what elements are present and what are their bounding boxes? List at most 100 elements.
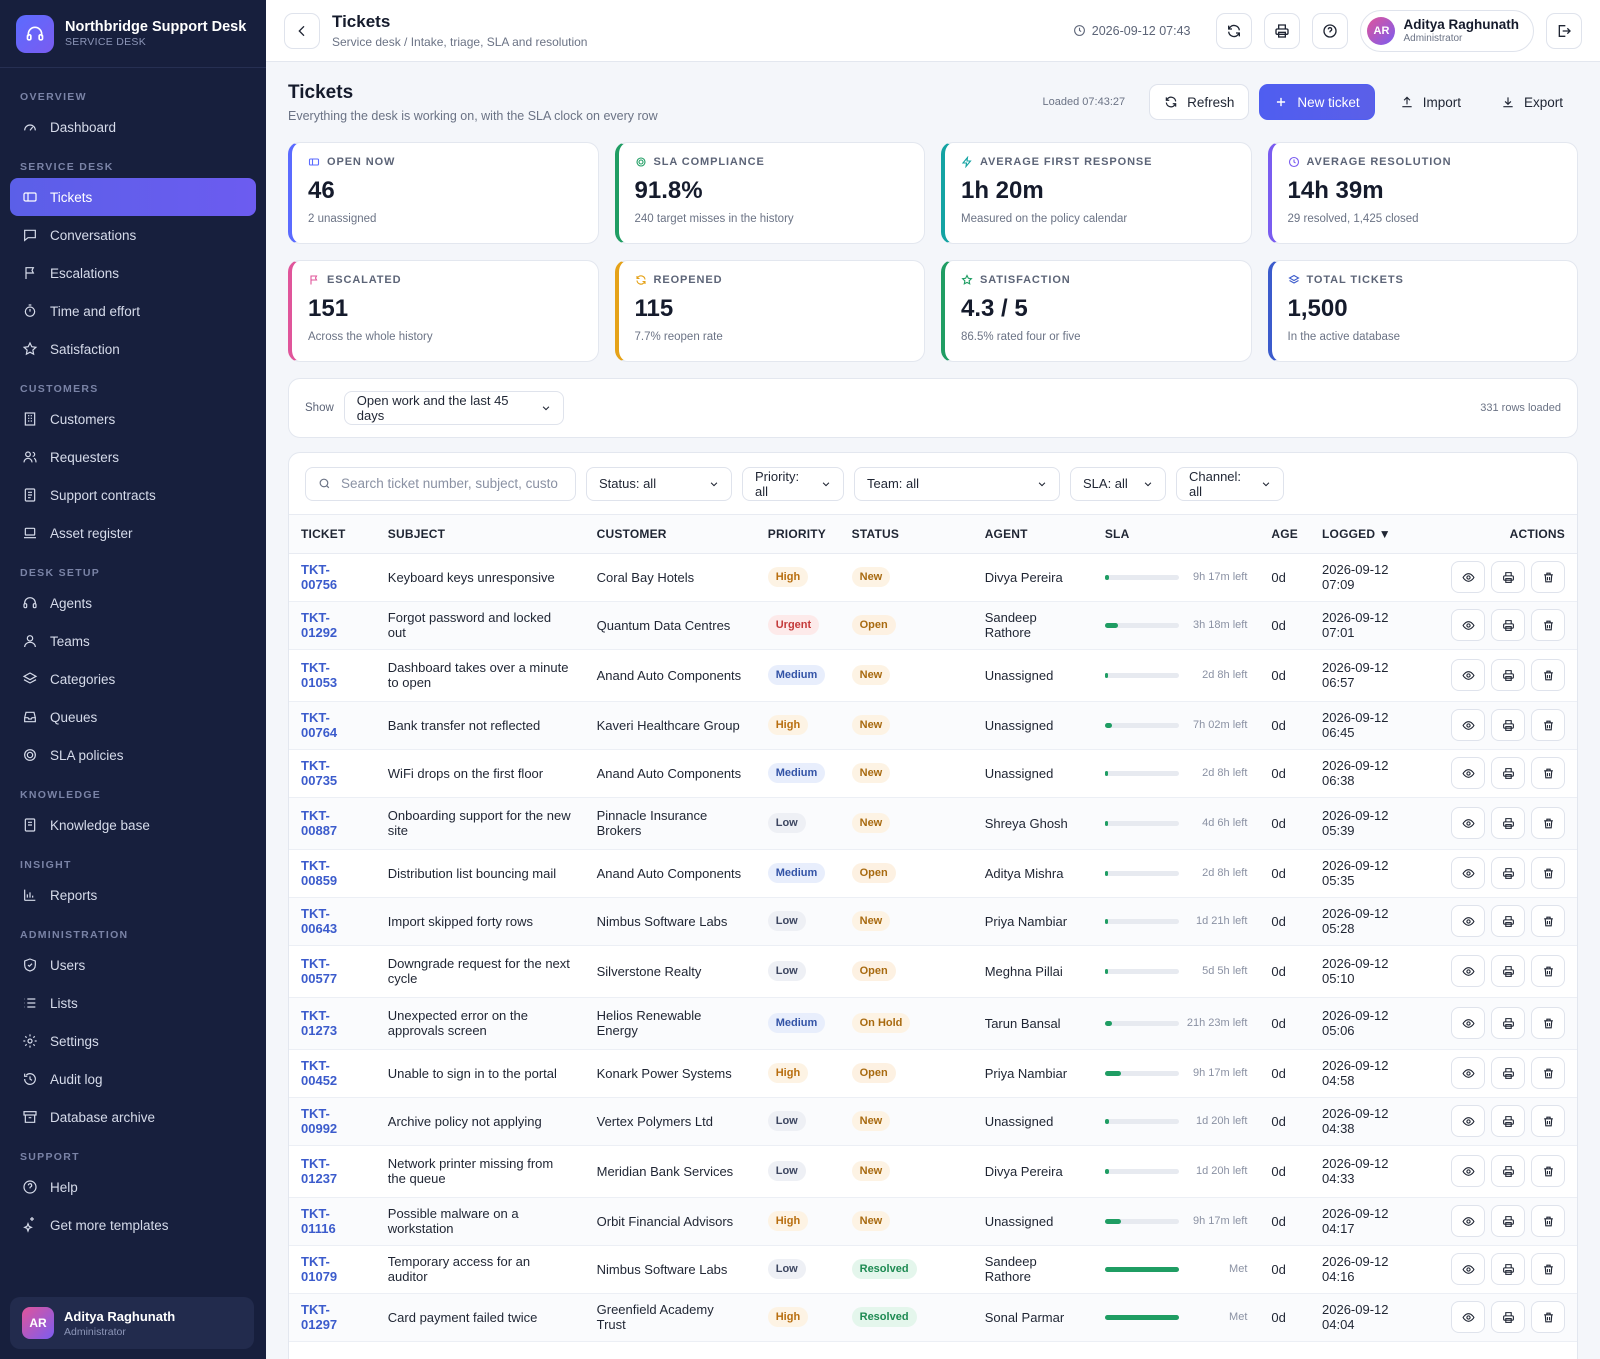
print-row-button[interactable] bbox=[1491, 807, 1525, 839]
back-button[interactable] bbox=[284, 12, 320, 49]
delete-button[interactable] bbox=[1531, 1205, 1565, 1237]
ticket-id-link[interactable]: TKT-00643 bbox=[301, 906, 338, 936]
ticket-id-link[interactable]: TKT-00735 bbox=[301, 758, 338, 788]
delete-button[interactable] bbox=[1531, 807, 1565, 839]
status-filter[interactable]: Status: all bbox=[586, 466, 732, 501]
sidebar-item-reports[interactable]: Reports bbox=[10, 876, 256, 914]
search-input[interactable]: Search ticket number, subject, custo bbox=[305, 466, 576, 501]
sidebar-item-agents[interactable]: Agents bbox=[10, 584, 256, 622]
sidebar-user-card[interactable]: AR Aditya Raghunath Administrator bbox=[10, 1297, 254, 1349]
ticket-id-link[interactable]: TKT-01237 bbox=[301, 1156, 338, 1186]
column-header-logged[interactable]: LOGGED ▼ bbox=[1310, 515, 1433, 554]
view-button[interactable] bbox=[1451, 609, 1485, 641]
ticket-id-link[interactable]: TKT-01079 bbox=[301, 1254, 338, 1284]
ticket-id-link[interactable]: TKT-00859 bbox=[301, 858, 338, 888]
column-header-ticket[interactable]: TICKET bbox=[289, 515, 376, 554]
sidebar-item-categories[interactable]: Categories bbox=[10, 660, 256, 698]
delete-button[interactable] bbox=[1531, 1301, 1565, 1333]
print-row-button[interactable] bbox=[1491, 1205, 1525, 1237]
channel-filter[interactable]: Channel: all bbox=[1176, 466, 1284, 501]
show-range-select[interactable]: Open work and the last 45 days bbox=[343, 391, 564, 425]
print-row-button[interactable] bbox=[1491, 857, 1525, 889]
table-row[interactable]: TKT-00452 Unable to sign in to the portal… bbox=[289, 1049, 1577, 1098]
print-row-button[interactable] bbox=[1491, 709, 1525, 741]
sidebar-item-satisfaction[interactable]: Satisfaction bbox=[10, 330, 256, 368]
sync-button[interactable] bbox=[1216, 12, 1253, 49]
export-button[interactable]: Export bbox=[1486, 84, 1578, 120]
delete-button[interactable] bbox=[1531, 955, 1565, 987]
table-row[interactable]: TKT-00887 Onboarding support for the new … bbox=[289, 797, 1577, 850]
sidebar-item-customers[interactable]: Customers bbox=[10, 400, 256, 438]
delete-button[interactable] bbox=[1531, 1253, 1565, 1285]
print-row-button[interactable] bbox=[1491, 1253, 1525, 1285]
print-row-button[interactable] bbox=[1491, 561, 1525, 593]
column-header-agent[interactable]: AGENT bbox=[972, 515, 1093, 554]
delete-button[interactable] bbox=[1531, 1155, 1565, 1187]
sidebar-item-audit-log[interactable]: Audit log bbox=[10, 1060, 256, 1098]
sidebar-item-asset-register[interactable]: Asset register bbox=[10, 514, 256, 552]
print-row-button[interactable] bbox=[1491, 955, 1525, 987]
delete-button[interactable] bbox=[1531, 659, 1565, 691]
logout-button[interactable] bbox=[1546, 12, 1582, 49]
table-row[interactable]: TKT-01273 Unexpected error on the approva… bbox=[289, 997, 1577, 1050]
delete-button[interactable] bbox=[1531, 1007, 1565, 1039]
view-button[interactable] bbox=[1451, 905, 1485, 937]
print-row-button[interactable] bbox=[1491, 1057, 1525, 1089]
delete-button[interactable] bbox=[1531, 609, 1565, 641]
delete-button[interactable] bbox=[1531, 757, 1565, 789]
table-row[interactable]: TKT-01053 Dashboard takes over a minute t… bbox=[289, 649, 1577, 702]
view-button[interactable] bbox=[1451, 1057, 1485, 1089]
sla-filter[interactable]: SLA: all bbox=[1070, 466, 1166, 501]
ticket-id-link[interactable]: TKT-01053 bbox=[301, 660, 338, 690]
print-row-button[interactable] bbox=[1491, 1007, 1525, 1039]
sidebar-item-queues[interactable]: Queues bbox=[10, 698, 256, 736]
print-button[interactable] bbox=[1264, 12, 1301, 49]
print-row-button[interactable] bbox=[1491, 609, 1525, 641]
print-row-button[interactable] bbox=[1491, 905, 1525, 937]
delete-button[interactable] bbox=[1531, 709, 1565, 741]
view-button[interactable] bbox=[1451, 857, 1485, 889]
sidebar-item-requesters[interactable]: Requesters bbox=[10, 438, 256, 476]
column-header-customer[interactable]: CUSTOMER bbox=[584, 515, 756, 554]
ticket-id-link[interactable]: TKT-00577 bbox=[301, 956, 338, 986]
sidebar-item-lists[interactable]: Lists bbox=[10, 984, 256, 1022]
column-header-sla[interactable]: SLA bbox=[1092, 515, 1260, 554]
column-header-subject[interactable]: SUBJECT bbox=[375, 515, 585, 554]
team-filter[interactable]: Team: all bbox=[854, 466, 1060, 501]
sidebar-item-escalations[interactable]: Escalations bbox=[10, 254, 256, 292]
print-row-button[interactable] bbox=[1491, 1105, 1525, 1137]
delete-button[interactable] bbox=[1531, 561, 1565, 593]
view-button[interactable] bbox=[1451, 757, 1485, 789]
ticket-id-link[interactable]: TKT-00452 bbox=[301, 1058, 338, 1088]
table-row[interactable]: TKT-00735 WiFi drops on the first floor An… bbox=[289, 749, 1577, 798]
new-ticket-button[interactable]: New ticket bbox=[1259, 84, 1375, 120]
ticket-id-link[interactable]: TKT-01273 bbox=[301, 1008, 338, 1038]
view-button[interactable] bbox=[1451, 561, 1485, 593]
view-button[interactable] bbox=[1451, 709, 1485, 741]
table-row[interactable]: TKT-01237 Network printer missing from th… bbox=[289, 1145, 1577, 1198]
view-button[interactable] bbox=[1451, 1105, 1485, 1137]
view-button[interactable] bbox=[1451, 1205, 1485, 1237]
sidebar-item-knowledge-base[interactable]: Knowledge base bbox=[10, 806, 256, 844]
ticket-id-link[interactable]: TKT-00992 bbox=[301, 1106, 338, 1136]
sidebar-item-get-more-templates[interactable]: Get more templates bbox=[10, 1206, 256, 1244]
table-row[interactable]: TKT-01116 Possible malware on a workstati… bbox=[289, 1197, 1577, 1246]
table-row[interactable]: TKT-00756 Keyboard keys unresponsive Coral… bbox=[289, 553, 1577, 602]
table-row[interactable]: TKT-00643 Import skipped forty rows Nimbus… bbox=[289, 897, 1577, 946]
print-row-button[interactable] bbox=[1491, 1155, 1525, 1187]
table-row[interactable]: TKT-00992 Archive policy not applying Vert… bbox=[289, 1097, 1577, 1146]
sidebar-item-time-effort[interactable]: Time and effort bbox=[10, 292, 256, 330]
ticket-id-link[interactable]: TKT-00887 bbox=[301, 808, 338, 838]
column-header-status[interactable]: STATUS bbox=[839, 515, 973, 554]
view-button[interactable] bbox=[1451, 955, 1485, 987]
table-row[interactable]: TKT-00859 Distribution list bouncing mail… bbox=[289, 849, 1577, 898]
delete-button[interactable] bbox=[1531, 905, 1565, 937]
sidebar-item-tickets[interactable]: Tickets bbox=[10, 178, 256, 216]
priority-filter[interactable]: Priority: all bbox=[742, 466, 844, 501]
table-row[interactable]: TKT-00577 Downgrade request for the next … bbox=[289, 945, 1577, 998]
table-row[interactable]: TKT-01079 Temporary access for an auditor… bbox=[289, 1245, 1577, 1294]
view-button[interactable] bbox=[1451, 1253, 1485, 1285]
print-row-button[interactable] bbox=[1491, 757, 1525, 789]
view-button[interactable] bbox=[1451, 1155, 1485, 1187]
view-button[interactable] bbox=[1451, 807, 1485, 839]
